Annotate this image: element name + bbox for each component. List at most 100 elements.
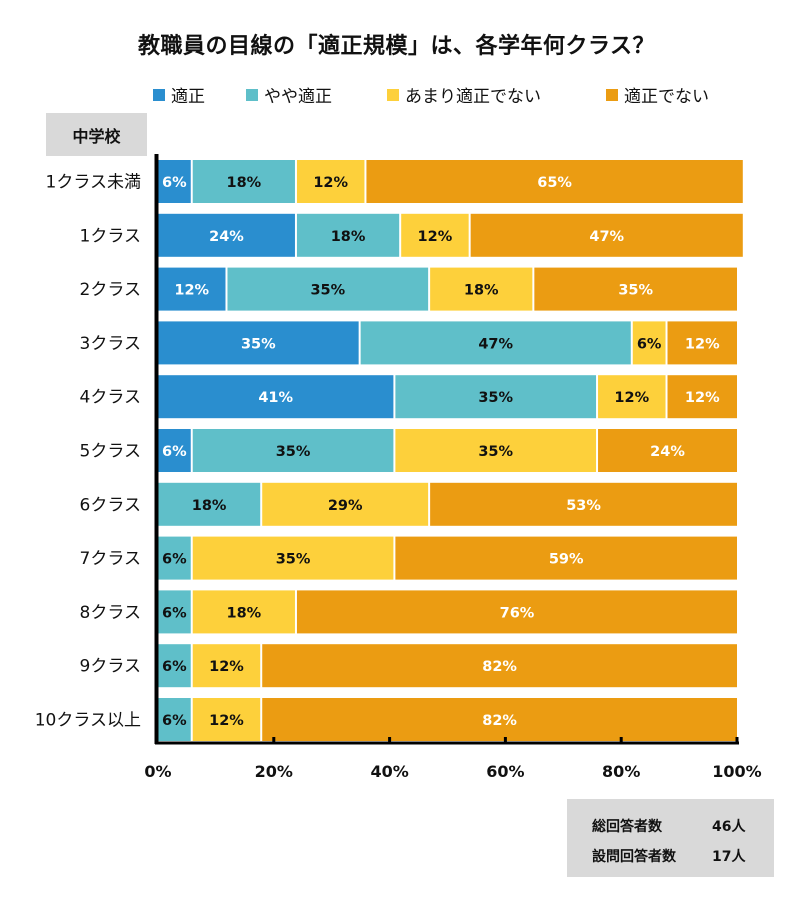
bar-segment: [192, 536, 394, 580]
x-tick-label: 0%: [144, 762, 171, 781]
stats-value: 17人: [712, 849, 746, 865]
data-label: 35%: [276, 444, 311, 460]
data-label: 6%: [637, 336, 662, 352]
data-label: 41%: [258, 390, 293, 406]
bar-segment: [395, 536, 737, 580]
data-label: 53%: [566, 498, 601, 514]
data-label: 29%: [328, 498, 363, 514]
legend-item-amari-tekisei-denai: あまり適正でない: [387, 82, 541, 107]
data-label: 59%: [549, 552, 584, 568]
data-label: 12%: [685, 336, 720, 352]
stats-row-total: 総回答者数 46人: [592, 816, 754, 836]
bar-segment: [158, 698, 191, 741]
bar-segment: [158, 429, 191, 472]
bar-segment: [192, 590, 295, 634]
school-type-badge: 中学校: [46, 113, 147, 156]
data-label: 82%: [482, 659, 517, 675]
bar-segment: [632, 321, 666, 365]
category-label: 1クラス: [80, 226, 141, 246]
bar-segment: [227, 267, 429, 311]
bar-segment: [470, 213, 743, 257]
legend-label: 適正: [171, 87, 205, 107]
bar-segment: [192, 698, 261, 741]
category-label: 7クラス: [80, 549, 141, 569]
bar-segment: [296, 160, 365, 203]
data-label: 6%: [162, 605, 187, 621]
category-label: 2クラス: [80, 280, 141, 300]
data-label: 12%: [209, 713, 244, 729]
legend-swatch-icon: [246, 88, 258, 101]
legend-label: 適正でない: [624, 87, 709, 107]
x-tick-label: 60%: [486, 762, 524, 781]
data-label: 24%: [209, 229, 244, 245]
data-label: 12%: [209, 659, 244, 675]
chart-title: 教職員の目線の「適正規模」は、各学年何クラス？: [138, 34, 656, 59]
stats-label: 設問回答者数: [592, 849, 676, 865]
bar-segment: [296, 213, 400, 257]
data-label: 12%: [313, 175, 348, 191]
data-label: 35%: [478, 444, 513, 460]
bar-segment: [158, 375, 394, 419]
data-label: 12%: [614, 390, 649, 406]
category-label: 5クラス: [80, 442, 141, 462]
data-label: 18%: [464, 283, 499, 299]
bar-segment: [158, 267, 226, 311]
data-label: 76%: [500, 605, 535, 621]
x-tick-label: 100%: [712, 762, 761, 781]
data-label: 24%: [650, 444, 685, 460]
bar-segment: [262, 482, 429, 526]
bar-segment: [401, 213, 469, 257]
bar-segment: [158, 160, 191, 203]
data-label: 6%: [162, 552, 187, 568]
data-label: 47%: [589, 229, 624, 245]
bar-segment: [158, 482, 261, 526]
category-label: 9クラス: [80, 657, 141, 677]
legend-label: やや適正: [264, 87, 332, 107]
bar-segment: [598, 429, 737, 472]
bar-segment: [360, 321, 631, 365]
category-label: 1クラス未満: [46, 173, 141, 193]
data-label: 35%: [241, 336, 276, 352]
data-label: 35%: [310, 283, 345, 299]
data-label: 18%: [226, 605, 261, 621]
data-label: 65%: [537, 175, 572, 191]
data-label: 35%: [618, 283, 653, 299]
data-label: 82%: [482, 713, 517, 729]
bar-segment: [262, 698, 737, 741]
data-label: 18%: [226, 175, 261, 191]
data-label: 18%: [331, 229, 366, 245]
stats-value: 46人: [712, 819, 746, 835]
category-label: 4クラス: [80, 388, 141, 408]
bar-segment: [598, 375, 666, 419]
bar-segment: [192, 429, 394, 472]
bar-segment: [296, 590, 737, 634]
bar-segment: [430, 482, 737, 526]
legend-item-tekisei: 適正: [153, 82, 205, 107]
bar-segment: [158, 590, 191, 634]
data-label: 12%: [418, 229, 453, 245]
data-label: 47%: [478, 336, 513, 352]
legend-label: あまり適正でない: [405, 87, 541, 107]
legend-swatch-icon: [606, 88, 618, 101]
category-label: 8クラス: [80, 603, 141, 623]
bar-segment: [192, 644, 261, 688]
respondent-stats-box: 総回答者数 46人 設問回答者数 17人: [567, 799, 774, 877]
data-label: 6%: [162, 713, 187, 729]
category-label: 3クラス: [80, 334, 141, 354]
legend-item-yaya-tekisei: やや適正: [246, 82, 332, 107]
data-label: 12%: [174, 283, 209, 299]
chart-legend: 適正 やや適正 あまり適正でない 適正でない: [0, 82, 800, 107]
category-label: 6クラス: [80, 495, 141, 515]
bar-segment: [158, 536, 191, 580]
bar-segment: [158, 213, 295, 257]
legend-swatch-icon: [387, 88, 399, 101]
bar-segment: [192, 160, 295, 203]
data-label: 35%: [276, 552, 311, 568]
x-tick-label: 20%: [255, 762, 293, 781]
x-tick-label: 40%: [370, 762, 408, 781]
bar-segment: [667, 321, 737, 365]
bar-segment: [158, 321, 359, 365]
stats-row-question: 設問回答者数 17人: [592, 846, 754, 866]
legend-swatch-icon: [153, 88, 165, 101]
